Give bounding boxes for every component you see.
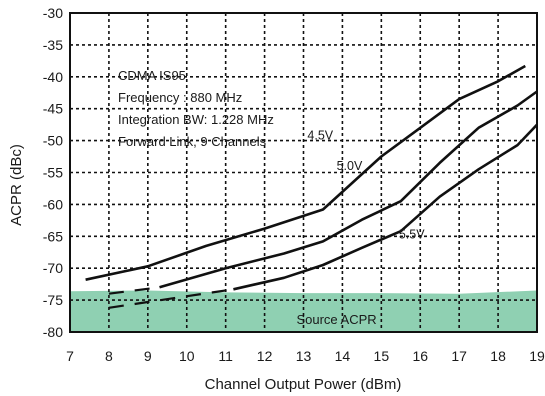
x-tick-label: 16 <box>412 348 428 364</box>
series-5-0v-line <box>159 90 538 289</box>
x-axis-label: Channel Output Power (dBm) <box>205 376 402 393</box>
y-tick-label: -60 <box>43 196 63 212</box>
x-tick-label: 17 <box>451 348 467 364</box>
x-tick-label: 7 <box>66 348 74 364</box>
x-tick-label: 10 <box>179 348 195 364</box>
x-tick-label: 8 <box>105 348 113 364</box>
x-tick-label: 11 <box>218 348 233 364</box>
y-tick-label: -30 <box>43 5 63 21</box>
y-tick-label: -55 <box>43 165 63 181</box>
y-tick-label: -35 <box>43 37 63 53</box>
series-4-5v-line <box>85 64 526 281</box>
y-tick-label: -75 <box>43 292 63 308</box>
annotation-line: Integration BW: 1.228 MHz <box>118 112 274 127</box>
series-5-5v-dashed-line <box>108 288 234 309</box>
y-tick-label: -80 <box>43 324 63 340</box>
y-tick-label: -45 <box>43 101 63 117</box>
plot-frame <box>69 12 538 333</box>
x-tick-label: 15 <box>374 348 390 364</box>
series-5-5v-line <box>233 123 538 291</box>
series-5-0v-label: 5.0V <box>337 159 363 173</box>
series-4-5v-label: 4.5V <box>307 128 333 142</box>
y-tick-label: -50 <box>43 133 63 149</box>
series-5-5v-label: 5.5V <box>399 227 425 241</box>
x-tick-label: 14 <box>335 348 351 364</box>
annotation-line: Forward Link, 9 Channels <box>118 134 267 149</box>
y-axis-label: ACPR (dBc) <box>8 144 25 226</box>
x-tick-label: 9 <box>144 348 152 364</box>
x-tick-label: 18 <box>490 348 506 364</box>
grid <box>70 13 537 332</box>
y-tick-label: -65 <box>43 228 63 244</box>
conditions-annotation: CDMA IS95 Frequency : 880 MHz Integratio… <box>118 68 274 149</box>
annotation-line: Frequency : 880 MHz <box>118 90 242 105</box>
source-acpr-label: Source ACPR <box>296 312 376 327</box>
x-tick-label: 19 <box>529 348 545 364</box>
x-tick-label: 13 <box>296 348 312 364</box>
y-tick-label: -40 <box>43 69 63 85</box>
series-5-0v-dashed-line <box>108 286 160 295</box>
y-tick-label: -70 <box>43 260 63 276</box>
annotation-line: CDMA IS95 <box>118 68 186 83</box>
x-tick-label: 12 <box>257 348 273 364</box>
